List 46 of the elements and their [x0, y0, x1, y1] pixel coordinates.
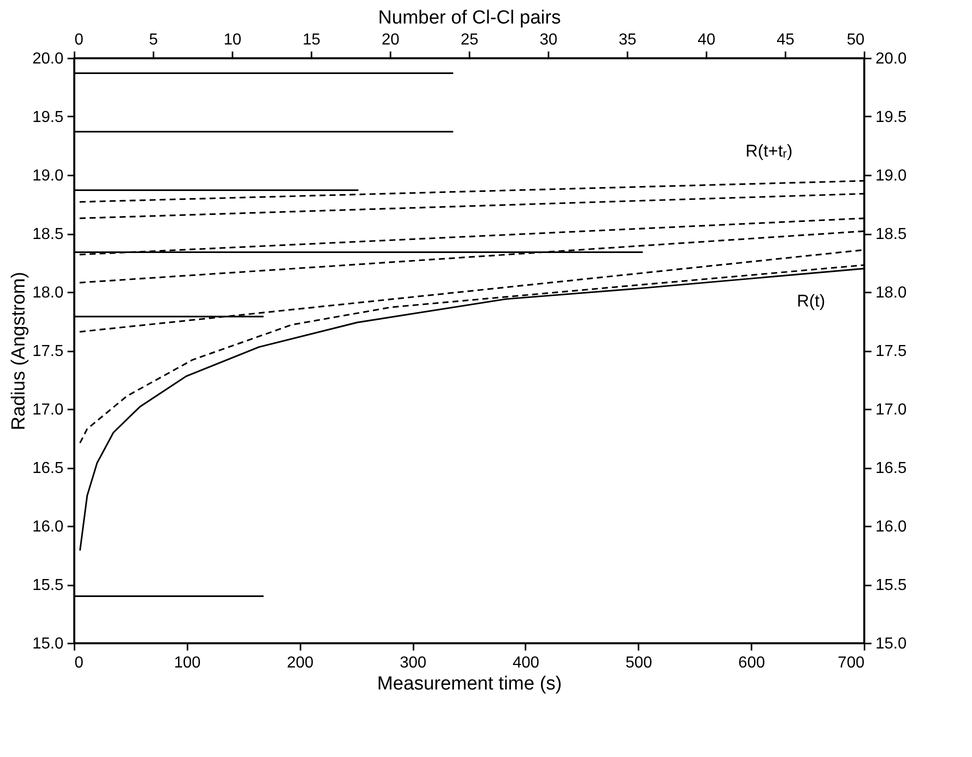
y-tick-label: 16.5 [32, 460, 64, 477]
y2-tick-label: 19.5 [876, 109, 907, 126]
x2-axis-title: Number of Cl-Cl pairs [378, 8, 561, 28]
x2-tick-label: 5 [149, 32, 158, 48]
x2-tick-label: 15 [302, 32, 320, 48]
x2-tick-label: 40 [698, 32, 716, 48]
y2-tick-label: 15.0 [876, 636, 907, 652]
x-tick-label: 600 [738, 654, 766, 672]
x2-tick-label: 25 [460, 32, 478, 48]
y-tick-label: 20.0 [32, 50, 64, 68]
x-tick-label: 0 [74, 654, 84, 672]
x2-tick-label: 45 [776, 32, 794, 48]
y2-tick-label: 16.5 [876, 460, 907, 477]
x-tick-label: 700 [838, 654, 865, 672]
y-tick-label: 19.0 [32, 168, 64, 184]
x2-tick-label: 20 [382, 32, 400, 48]
x-tick-label: 200 [286, 654, 314, 672]
y-tick-label: 16.0 [32, 518, 64, 536]
y2-tick-label: 19.0 [876, 168, 907, 184]
y2-tick-label: 18.5 [876, 226, 907, 243]
x-tick-label: 400 [512, 654, 540, 672]
x2-tick-label: 35 [618, 32, 636, 48]
y-tick-label: 18.0 [32, 284, 64, 302]
y2-tick-label: 17.5 [876, 343, 907, 360]
y2-tick-label: 17.0 [876, 402, 907, 418]
y-tick-label: 15.0 [32, 636, 64, 652]
x2-tick-label: 0 [74, 32, 84, 48]
y-tick-label: 19.5 [32, 109, 64, 126]
y2-tick-label: 15.5 [876, 577, 907, 594]
x2-tick-label: 50 [846, 32, 865, 48]
y-tick-label: 17.5 [32, 343, 64, 360]
x-axis-title: Measurement time (s) [377, 674, 562, 694]
y-tick-label: 17.0 [32, 402, 64, 418]
x-tick-label: 300 [400, 654, 427, 672]
y2-tick-label: 18.0 [876, 284, 907, 302]
y2-tick-label: 20.0 [876, 50, 907, 68]
x2-tick-label: 10 [224, 32, 242, 48]
y-tick-label: 15.5 [32, 577, 64, 594]
y-tick-label: 18.5 [32, 226, 64, 243]
annotation: R(t+tᵣ) [746, 142, 793, 161]
x-tick-label: 100 [174, 654, 201, 672]
x2-tick-label: 30 [540, 32, 558, 48]
y2-tick-label: 16.0 [876, 518, 907, 536]
x-tick-label: 500 [625, 654, 652, 672]
y-axis-title: Radius (Angstrom) [8, 272, 30, 430]
annotation: R(t) [796, 291, 826, 310]
